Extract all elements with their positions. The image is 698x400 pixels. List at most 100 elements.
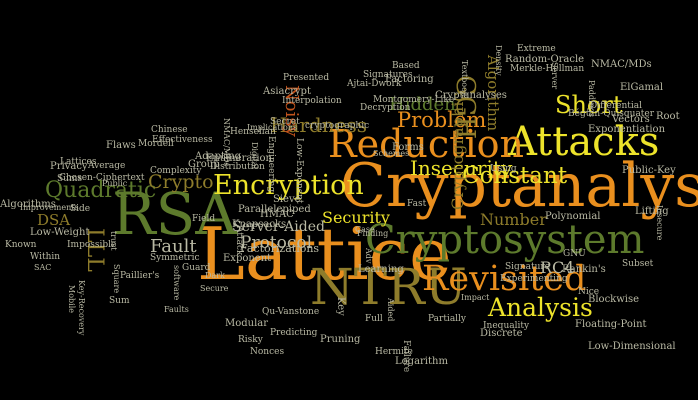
cloud-word: RSA (112, 180, 238, 248)
cloud-word: Attack (234, 226, 244, 256)
cloud-word: Random-Oracle (505, 54, 585, 65)
cloud-word: Pruning (320, 334, 361, 345)
cloud-word: Dark (205, 271, 225, 280)
cloud-word: Low-Dimensional (588, 341, 676, 352)
cloud-word: Quadratic (45, 178, 157, 203)
cloud-word: cryptographic (305, 121, 370, 131)
cloud-word: Exponent (223, 253, 272, 264)
cloud-word: Fast (407, 199, 427, 209)
cloud-word: Server-Aided (232, 219, 325, 235)
cloud-word: Cryptographic (448, 92, 467, 210)
cloud-word: Engineering (266, 136, 276, 193)
cloud-word: Parallelepiped (238, 204, 311, 215)
cloud-word: Known (5, 240, 37, 250)
cloud-word: Revisited (422, 259, 587, 299)
cloud-word: Montgomery-Like (373, 95, 455, 105)
cloud-word: Predicting (270, 328, 318, 338)
cloud-word: Floating-Point (575, 319, 647, 330)
cloud-word: Low-Weight (30, 227, 90, 238)
cloud-word: NTRU (310, 258, 467, 316)
cloud-word: Within (30, 252, 61, 262)
cloud-word: Vectors (612, 114, 650, 125)
cloud-word: Symmetric (150, 253, 200, 263)
cloud-word: Complexity (150, 166, 202, 176)
cloud-word: Rankin's (562, 264, 606, 275)
cloud-word: Mobile (67, 285, 76, 313)
cloud-word: Sum (109, 296, 130, 306)
cloud-word: Chosen-Ciphertext (59, 173, 145, 183)
cloud-word: Presented (283, 73, 330, 83)
cloud-word: Merkle-Hellman (510, 64, 585, 74)
cloud-word: Nonces (250, 347, 285, 357)
cloud-word: Lattices (60, 157, 97, 167)
cloud-word: Secure (200, 284, 229, 293)
cloud-word: Group (188, 159, 220, 170)
cloud-word: ElGamal (620, 82, 664, 93)
cloud-word: Root (656, 111, 680, 122)
cloud-word: GNU (563, 249, 586, 259)
cloud-word: Faults (164, 305, 189, 314)
cloud-word: Exponentiation (588, 124, 666, 135)
cloud-word: Polynomial (545, 211, 601, 222)
cloud-word: Adv (364, 248, 373, 264)
cloud-word: Cryptosystem (365, 217, 645, 263)
cloud-word: Henselian (230, 127, 276, 137)
cloud-word: Failure (401, 340, 411, 373)
cloud-word: Impossible (67, 240, 117, 250)
cloud-word: Interpolation (282, 96, 342, 106)
cloud-word: Field (192, 214, 216, 224)
cloud-word: Short (555, 91, 623, 119)
cloud-word: Security (322, 208, 390, 227)
cloud-word: Hidden (389, 94, 456, 115)
cloud-word: Lattice (197, 212, 452, 296)
cloud-word: Factoring (385, 74, 434, 85)
cloud-word: Square (112, 264, 121, 294)
cloud-word: HMAC (260, 209, 294, 220)
cloud-word: Cryptanalysis (340, 151, 698, 221)
cloud-word: Learning (358, 264, 404, 275)
cloud-word: Algorithms (0, 199, 56, 210)
cloud-word: RC4 (540, 258, 575, 277)
cloud-word: Distribution (210, 162, 265, 172)
cloud-word: Protocol (240, 233, 313, 253)
cloud-word: Forms (392, 142, 424, 153)
cloud-word: Subset (622, 259, 654, 269)
cloud-word: Density (494, 45, 503, 76)
cloud-word: Implications (247, 123, 298, 132)
cloud-word: Guard (182, 263, 211, 273)
cloud-word: Aided (386, 298, 395, 322)
cloud-word: Key (335, 297, 346, 316)
cloud-word: Analysis (488, 293, 593, 322)
cloud-word: Differential (590, 101, 642, 111)
cloud-word: Hardness (270, 113, 367, 137)
cloud-word: Schemes (373, 149, 410, 158)
cloud-word: Chinese (151, 125, 188, 135)
cloud-word: Discrete (480, 328, 523, 339)
cloud-word: Béguin-Quisquater (568, 109, 655, 119)
cloud-word: Public-Key (622, 165, 676, 176)
cloud-word: Decryption (360, 103, 411, 113)
cloud-word: Knapsacks (232, 219, 287, 230)
cloud-word: Adapting (195, 151, 242, 162)
cloud-word: Effectiveness (152, 135, 213, 145)
cloud-word: trust (109, 231, 118, 251)
cloud-word: Hermite (375, 347, 413, 357)
cloud-word: Paddings (587, 80, 596, 117)
cloud-word: Using (490, 164, 517, 174)
cloud-word: Flaws (106, 140, 136, 151)
cloud-word: Impact (461, 293, 490, 302)
cloud-word: Number (480, 210, 547, 229)
cloud-word: Sums (57, 174, 83, 184)
cloud-word: Logarithm (395, 356, 448, 367)
cloud-word: Fault (150, 236, 197, 257)
cloud-word: Side (70, 204, 91, 214)
cloud-word: Secret (270, 117, 300, 127)
cloud-word: Partially (428, 314, 467, 324)
cloud-word: NMAC/MDs (591, 59, 652, 70)
cloud-word: Attacks (508, 119, 660, 165)
cloud-word: Full (365, 314, 383, 324)
cloud-word: Lifting (635, 206, 669, 217)
cloud-word: Asiacrypt (263, 86, 311, 97)
cloud-word: Reduction (328, 122, 524, 166)
